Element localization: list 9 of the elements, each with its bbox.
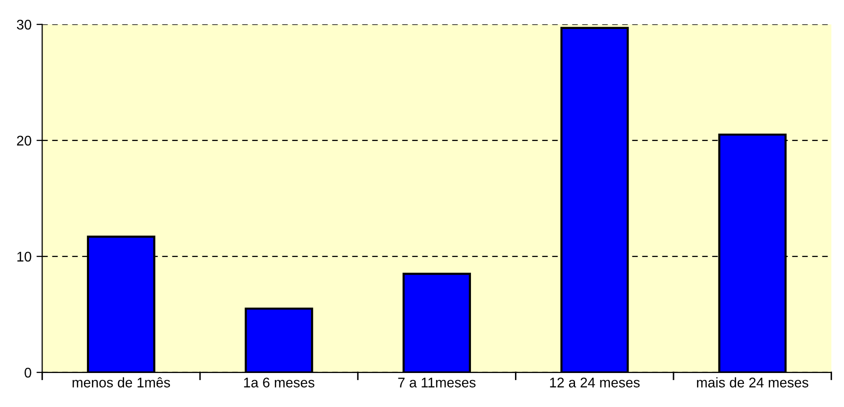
x-tick-label: 7 a 11meses <box>398 378 476 388</box>
x-tick-label: 1a 6 meses <box>244 378 314 388</box>
x-tick-label: menos de 1mês <box>72 377 170 388</box>
x-tick-label: mais de 24 meses <box>697 377 808 388</box>
y-tick-label: 20 <box>17 136 32 146</box>
y-tick-label: 10 <box>17 252 32 262</box>
x-tick-label: 12 a 24 meses <box>550 378 640 388</box>
y-tick-label: 0 <box>24 368 32 378</box>
y-tick-label: 30 <box>16 20 32 30</box>
